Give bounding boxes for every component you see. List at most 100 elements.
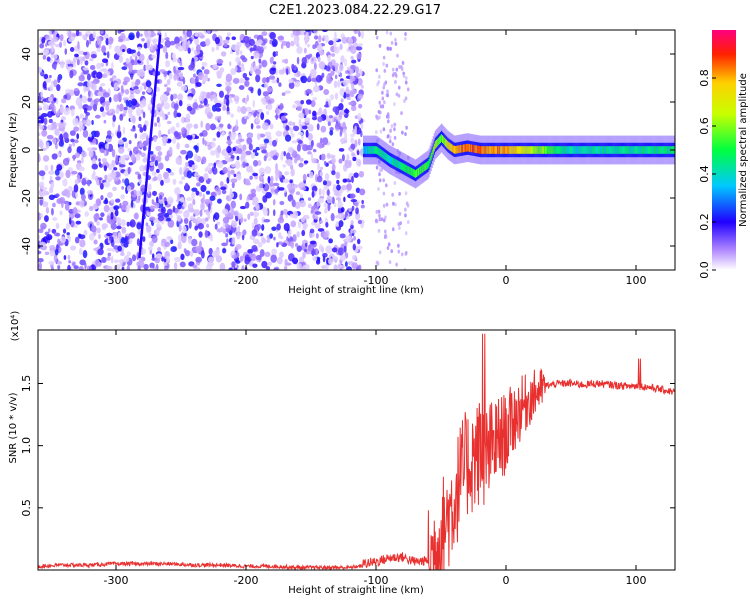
noise-blob (65, 222, 70, 230)
noise-blob (272, 209, 276, 217)
noise-blob (146, 87, 152, 93)
noise-blob (205, 122, 211, 131)
noise-blob (60, 236, 66, 244)
signal-core (403, 163, 405, 172)
noise-blob (163, 241, 170, 248)
noise-blob (179, 180, 183, 185)
noise-blob (200, 41, 207, 47)
noise-blob (138, 53, 145, 62)
signal-core (623, 146, 625, 154)
noise-blob (67, 264, 71, 270)
noise-blob (287, 183, 294, 190)
signal-core (424, 163, 426, 171)
signal-core (420, 166, 422, 174)
noise-blob (378, 217, 382, 222)
noise-blob (49, 103, 55, 110)
noise-blob (183, 217, 189, 224)
noise-blob (297, 131, 304, 136)
noise-blob (328, 238, 333, 244)
signal-core (591, 146, 593, 154)
noise-blob (100, 68, 108, 72)
noise-blob (315, 232, 319, 239)
noise-blob (200, 184, 207, 193)
noise-blob (184, 182, 189, 191)
noise-blob (404, 213, 407, 218)
noise-blob (212, 64, 218, 69)
noise-blob (358, 264, 362, 270)
noise-blob (378, 100, 382, 105)
noise-blob (180, 253, 185, 261)
noise-blob (60, 137, 64, 145)
noise-blob (317, 162, 321, 171)
signal-core (409, 167, 411, 175)
noise-blob (274, 168, 280, 176)
noise-blob (256, 132, 261, 141)
noise-blob (391, 73, 395, 78)
noise-blob (280, 43, 284, 50)
signal-core (522, 146, 524, 154)
noise-blob (220, 51, 227, 57)
noise-blob (93, 203, 97, 209)
noise-blob (117, 222, 122, 226)
signal-core (619, 146, 622, 154)
noise-blob (124, 178, 130, 187)
noise-blob (153, 39, 156, 48)
noise-blob (147, 103, 151, 111)
noise-blob (192, 199, 196, 206)
noise-blob (272, 139, 278, 147)
signal-core (524, 146, 526, 154)
noise-blob (246, 165, 253, 173)
noise-blob (72, 141, 76, 147)
noise-blob (120, 194, 125, 200)
signal-core (556, 146, 558, 154)
noise-blob (236, 155, 240, 161)
noise-blob (390, 124, 394, 129)
noise-blob (269, 67, 276, 75)
noise-blob (296, 144, 301, 152)
noise-blob (59, 34, 64, 42)
noise-blob (391, 67, 395, 72)
signal-core (419, 167, 421, 175)
noise-blob (317, 116, 323, 123)
signal-core (656, 146, 658, 154)
noise-blob (340, 207, 345, 213)
signal-core (413, 169, 416, 178)
noise-blob (155, 196, 159, 204)
noise-blob (321, 30, 328, 33)
noise-blob (235, 174, 242, 181)
signal-core (519, 146, 521, 154)
noise-blob (126, 185, 132, 192)
noise-blob (56, 260, 62, 265)
noise-blob (177, 203, 182, 210)
noise-blob (175, 157, 183, 166)
noise-blob (386, 112, 390, 117)
noise-blob (236, 106, 242, 113)
signal-core (613, 146, 615, 154)
noise-blob (227, 81, 232, 86)
noise-blob (273, 182, 280, 187)
signal-core (430, 152, 432, 161)
noise-blob (240, 106, 247, 115)
noise-blob (271, 248, 278, 255)
noise-blob (146, 58, 149, 66)
signal-core (607, 146, 609, 154)
noise-blob (82, 119, 86, 125)
noise-blob (57, 75, 61, 84)
signal-core (523, 146, 525, 154)
snr-plot-area (38, 330, 675, 570)
signal-core (449, 142, 451, 151)
signal-core (612, 146, 614, 154)
signal-core (509, 146, 511, 154)
noise-blob (346, 80, 351, 84)
noise-blob (99, 217, 103, 221)
noise-blob (75, 30, 80, 37)
noise-blob (231, 254, 238, 259)
signal-core (398, 160, 400, 169)
noise-blob (348, 43, 352, 48)
signal-core (480, 146, 482, 154)
noise-blob (332, 256, 339, 262)
noise-blob (247, 248, 254, 254)
noise-blob (357, 219, 363, 225)
noise-blob (292, 30, 300, 36)
